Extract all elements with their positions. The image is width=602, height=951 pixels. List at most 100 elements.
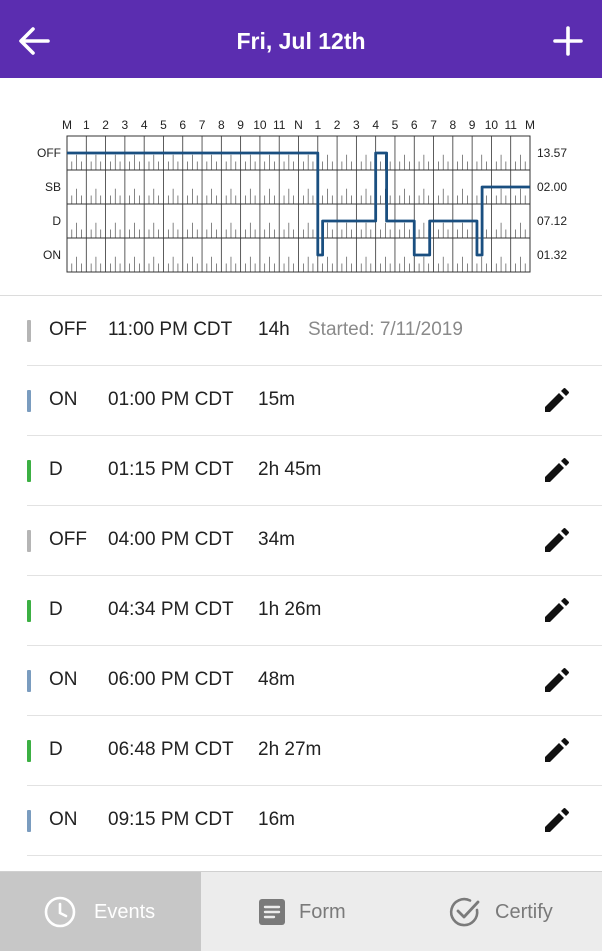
plus-icon[interactable] [548,21,588,61]
row-total: 13.57 [537,146,567,160]
bottom-tab-bar: Events Form Certify [0,871,602,951]
row-label: ON [43,248,61,262]
log-graph: M 1 2 3 4 5 6 7 8 9 10 11 N 1 2 3 4 5 6 7 8 9 10 11 M OFF 13.57 SB 0… [0,78,602,295]
row-label: SB [45,180,61,194]
row-divider [27,715,602,716]
event-row[interactable]: OFF 11:00 PM CDT 14h Started: 7/11/2019 [0,296,602,366]
tab-label: Certify [495,901,553,923]
event-duration: 48m [258,669,295,690]
hour-tick-label: M [62,118,72,132]
row-total: 02.00 [537,180,567,194]
hour-tick-label: 7 [199,118,206,132]
hour-tick-label: 1 [83,118,90,132]
form-icon [259,899,285,925]
status-color-bar [27,390,31,412]
event-duration: 14h [258,319,290,340]
pencil-icon[interactable] [541,456,571,486]
event-note: Started: 7/11/2019 [308,319,463,340]
event-status: D [49,739,63,760]
hour-tick-label: 1 [314,118,321,132]
hour-tick-label: 2 [102,118,109,132]
status-color-bar [27,600,31,622]
event-status: D [49,599,63,620]
tab-form[interactable]: Form [201,872,401,951]
event-row[interactable]: OFF 04:00 PM CDT 34m [0,506,602,576]
row-label: D [52,214,61,228]
event-duration: 2h 45m [258,459,322,480]
row-divider [27,785,602,786]
duty-status-line [67,151,530,257]
event-row[interactable]: D 01:15 PM CDT 2h 45m [0,436,602,506]
event-time: 01:00 PM CDT [108,389,234,410]
status-color-bar [27,530,31,552]
app-bar: Fri, Jul 12th [0,0,602,78]
event-row[interactable]: ON 09:15 PM CDT 16m [0,786,602,856]
hour-tick-label: 5 [392,118,399,132]
hour-tick-label: 10 [485,118,499,132]
tab-label: Form [299,901,346,923]
hour-tick-label: 9 [469,118,476,132]
row-divider [27,855,602,856]
row-total: 07.12 [537,214,567,228]
hour-tick-label: 6 [179,118,186,132]
event-time: 11:00 PM CDT [108,319,233,340]
event-row[interactable]: ON 06:00 PM CDT 48m [0,646,602,716]
event-duration: 2h 27m [258,739,322,760]
event-status: ON [49,389,78,410]
status-color-bar [27,670,31,692]
tab-label: Events [94,901,156,923]
event-time: 06:00 PM CDT [108,669,234,690]
hour-tick-label: N [294,118,303,132]
event-status: OFF [49,319,87,340]
divider [0,295,602,296]
clock-icon [44,896,76,928]
pencil-icon[interactable] [541,736,571,766]
hour-tick-label: 8 [449,118,456,132]
row-divider [27,435,602,436]
pencil-icon[interactable] [541,526,571,556]
certify-icon [449,897,480,927]
hour-tick-label: 3 [122,118,129,132]
hour-tick-label: 5 [160,118,167,132]
tab-certify[interactable]: Certify [401,872,602,951]
event-time: 09:15 PM CDT [108,809,234,830]
event-row[interactable]: D 04:34 PM CDT 1h 26m [0,576,602,646]
status-color-bar [27,810,31,832]
row-label: OFF [37,146,61,160]
event-status: D [49,459,63,480]
row-divider [27,365,602,366]
event-duration: 15m [258,389,295,410]
event-time: 04:34 PM CDT [108,599,234,620]
event-time: 06:48 PM CDT [108,739,234,760]
arrow-left-icon[interactable] [14,21,54,61]
status-color-bar [27,460,31,482]
event-duration: 1h 26m [258,599,322,620]
pencil-icon[interactable] [541,386,571,416]
pencil-icon[interactable] [541,666,571,696]
row-divider [27,505,602,506]
row-divider [27,645,602,646]
page-title: Fri, Jul 12th [236,28,366,54]
hour-tick-label: 11 [273,118,286,132]
pencil-icon[interactable] [541,596,571,626]
event-row[interactable]: D 06:48 PM CDT 2h 27m [0,716,602,786]
event-status: ON [49,669,78,690]
row-divider [27,575,602,576]
event-row[interactable]: ON 01:00 PM CDT 15m [0,366,602,436]
hour-tick-label: 9 [237,118,244,132]
row-total: 01.32 [537,248,567,262]
hour-tick-label: 4 [372,118,379,132]
hour-tick-label: 2 [334,118,341,132]
hour-tick-label: M [525,118,535,132]
hour-tick-label: 6 [411,118,418,132]
event-time: 04:00 PM CDT [108,529,234,550]
hour-tick-label: 4 [141,118,148,132]
event-duration: 16m [258,809,295,830]
tab-events[interactable]: Events [0,872,201,951]
event-status: OFF [49,529,87,550]
pencil-icon[interactable] [541,806,571,836]
hour-tick-label: 10 [253,118,267,132]
hour-tick-label: 11 [504,118,517,132]
event-status: ON [49,809,78,830]
